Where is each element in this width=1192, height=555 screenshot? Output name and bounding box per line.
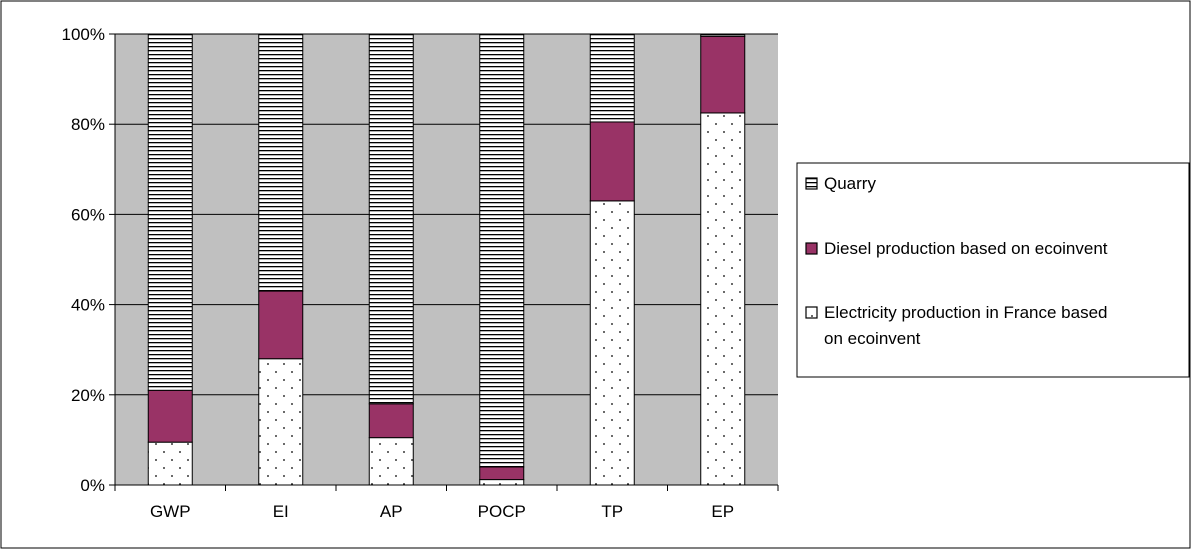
- bar-segment-gwp-s0: [147, 441, 193, 486]
- x-tick-label: EI: [273, 502, 289, 521]
- legend-swatch: [805, 177, 818, 190]
- y-tick-label: 100%: [62, 25, 105, 44]
- y-tick-label: 80%: [71, 115, 105, 134]
- plot-area: [115, 34, 778, 485]
- bar-segment-gwp-s1: [147, 389, 193, 443]
- bar-segment-ei-s1: [258, 290, 304, 360]
- axes: 0% 20% 40% 60% 80% 100% GWP EI AP POCP TP EP: [62, 25, 779, 521]
- bar-segment-ep-s0: [700, 112, 746, 486]
- bar-segment-pocp-s1: [479, 466, 525, 481]
- bar-segment-pocp-s2: [479, 33, 525, 468]
- legend-label: Quarry: [824, 174, 876, 193]
- y-tick-label: 40%: [71, 296, 105, 315]
- bar-segment-gwp-s2: [147, 33, 193, 391]
- y-tick-label: 0%: [80, 476, 105, 495]
- legend: Quarry Diesel production based on ecoinve…: [796, 162, 1190, 378]
- legend-label: on ecoinvent: [824, 329, 921, 348]
- bar-segment-tp-s2: [589, 33, 635, 123]
- bar-segment-pocp-s0: [479, 479, 525, 486]
- bar-segment-tp-s1: [589, 121, 635, 202]
- bar-segment-ei-s2: [258, 33, 304, 292]
- gridlines: [115, 33, 778, 396]
- y-tick-label: 20%: [71, 386, 105, 405]
- legend-label: Electricity production in France based: [824, 303, 1107, 322]
- legend-label: Diesel production based on ecoinvent: [824, 239, 1108, 258]
- bar-segment-ap-s0: [368, 437, 414, 486]
- bar-segment-ep-s1: [700, 35, 746, 114]
- legend-swatch: [805, 242, 818, 255]
- x-tick-label: EP: [711, 502, 734, 521]
- bar-segment-ep-s2: [700, 33, 746, 37]
- x-tick-label: AP: [380, 502, 403, 521]
- bar-segment-ap-s2: [368, 33, 414, 405]
- x-tick-label: GWP: [150, 502, 191, 521]
- bar-segment-tp-s0: [589, 200, 635, 486]
- legend-box: [796, 162, 1190, 378]
- bar-segment-ei-s0: [258, 358, 304, 486]
- x-tick-label: TP: [601, 502, 623, 521]
- legend-swatch: [805, 306, 818, 319]
- x-tick-label: POCP: [478, 502, 526, 521]
- y-tick-label: 60%: [71, 205, 105, 224]
- bar-segment-ap-s1: [368, 403, 414, 439]
